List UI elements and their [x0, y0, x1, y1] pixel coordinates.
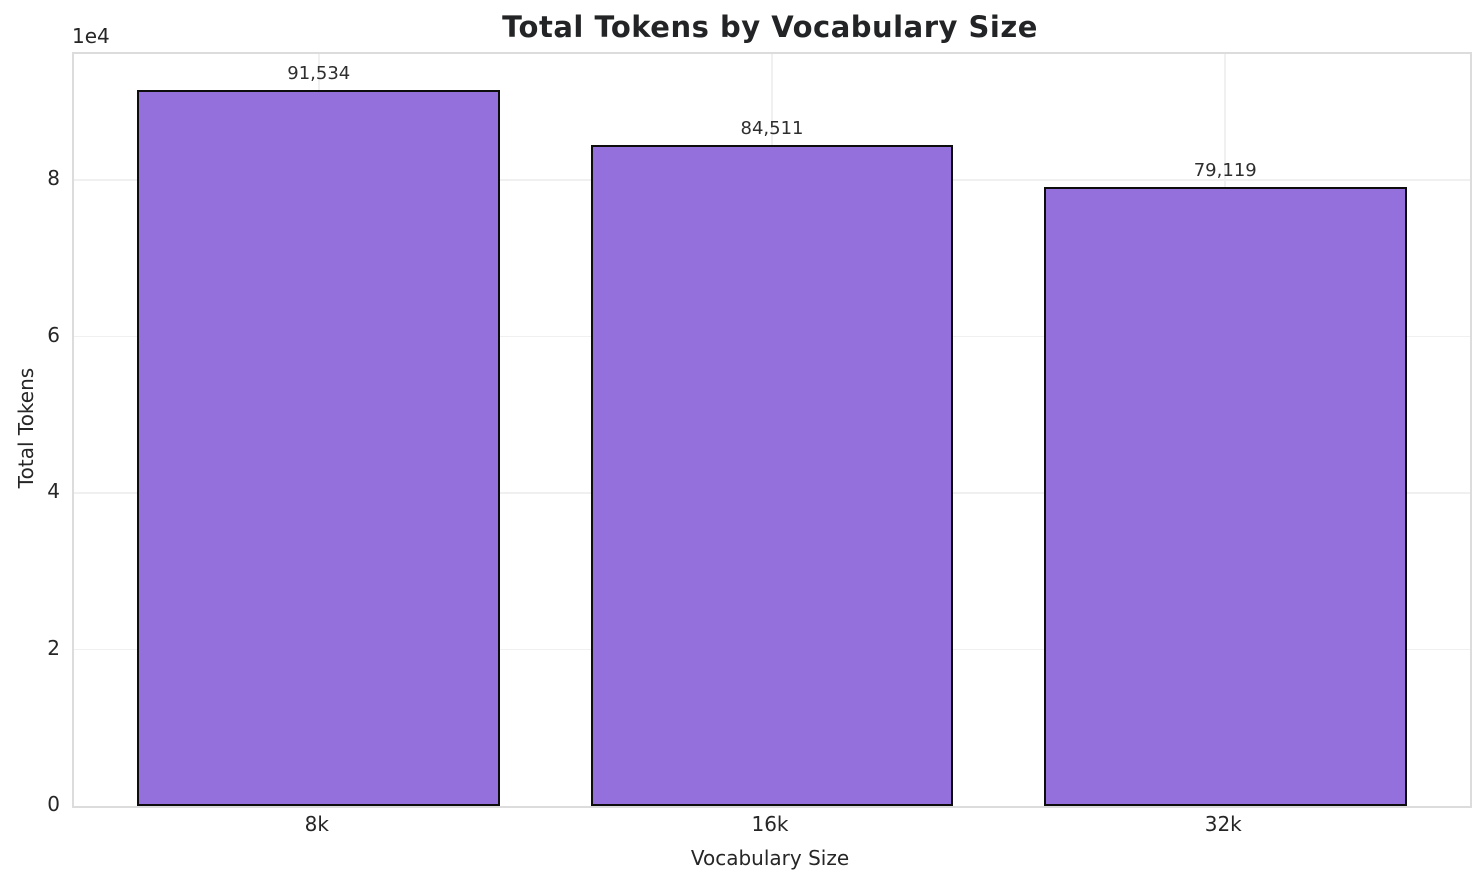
bar-16k: [590, 144, 954, 806]
plot-area: 91,534 84,511 79,119: [72, 52, 1472, 808]
y-tick-label: 6: [47, 322, 60, 347]
y-tick-label: 4: [47, 479, 60, 504]
x-tick-label: 16k: [751, 812, 789, 836]
y-tick-label: 8: [47, 166, 60, 191]
y-axis-offset-label: 1e4: [72, 24, 110, 48]
bar-value-label: 84,511: [740, 117, 804, 139]
bar-value-label: 91,534: [287, 62, 351, 84]
x-tick-label: 8k: [304, 812, 329, 836]
x-tick-label: 32k: [1204, 812, 1242, 836]
x-axis-label: Vocabulary Size: [690, 846, 850, 870]
y-tick-label: 0: [47, 792, 60, 816]
chart-title: Total Tokens by Vocabulary Size: [502, 10, 1038, 44]
y-tick-label: 2: [47, 635, 60, 660]
y-axis-label: Total Tokens: [14, 367, 38, 489]
bar-32k: [1043, 186, 1407, 806]
bar-8k: [137, 89, 501, 806]
bar-value-label: 79,119: [1193, 159, 1257, 181]
